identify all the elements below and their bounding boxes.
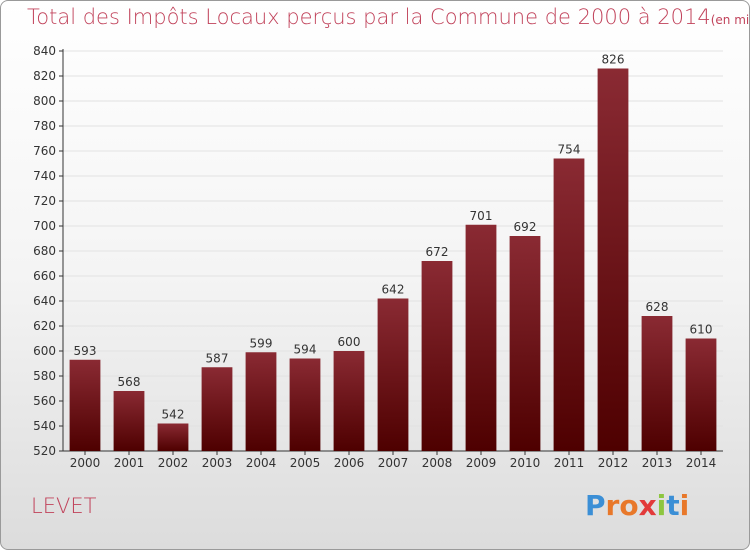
x-tick-label: 2001: [114, 456, 145, 470]
bar-2009: [465, 224, 497, 451]
bar-2008: [421, 261, 453, 451]
chart-title: Total des Impôts Locaux perçus par la Co…: [27, 5, 750, 29]
y-tick-label: 700: [33, 219, 56, 233]
bar-2012: [597, 68, 629, 451]
bars: [69, 68, 717, 451]
logo-letter: r: [605, 489, 620, 522]
proxiti-logo[interactable]: Proxiti: [585, 489, 689, 522]
y-tick-label: 820: [33, 69, 56, 83]
y-tick-label: 720: [33, 194, 56, 208]
value-label: 587: [206, 351, 229, 365]
value-label: 568: [118, 375, 141, 389]
bar-2003: [201, 367, 233, 451]
bar-2007: [377, 298, 409, 451]
commune-name: LEVET: [31, 494, 97, 518]
chart-unit: (en milliers d'€): [710, 13, 750, 27]
value-label: 599: [250, 336, 273, 350]
x-tick-label: 2011: [554, 456, 585, 470]
x-tick-label: 2014: [686, 456, 717, 470]
y-tick-label: 640: [33, 294, 56, 308]
bar-2000: [69, 359, 101, 451]
logo-letter: x: [638, 489, 657, 522]
x-tick-label: 2005: [290, 456, 321, 470]
value-labels: 593 568 542 587 599 594 600 642 672 701 692 754 826 6…: [74, 53, 713, 422]
y-tick-label: 740: [33, 169, 56, 183]
y-tick-label: 760: [33, 144, 56, 158]
value-label: 672: [426, 245, 449, 259]
y-tick-labels: 520 540 560 580 600 620 640 660 680 700 720 740 760 7…: [33, 44, 63, 458]
chart-title-text: Total des Impôts Locaux perçus par la Co…: [27, 5, 711, 29]
y-tick-label: 520: [33, 444, 56, 458]
y-tick-label: 620: [33, 319, 56, 333]
logo-letter: P: [585, 489, 606, 522]
bar-2006: [333, 351, 365, 451]
x-tick-label: 2008: [422, 456, 453, 470]
x-tick-labels: 2000 2001 2002 2003 2004 2005 2006 2007 2008 2009…: [70, 451, 717, 470]
x-tick-label: 2000: [70, 456, 101, 470]
y-tick-label: 540: [33, 419, 56, 433]
x-tick-label: 2003: [202, 456, 233, 470]
value-label: 701: [470, 209, 493, 223]
value-label: 692: [514, 220, 537, 234]
bar-2013: [641, 316, 673, 451]
y-tick-label: 580: [33, 369, 56, 383]
y-tick-label: 680: [33, 244, 56, 258]
x-tick-label: 2010: [510, 456, 541, 470]
bar-2001: [113, 391, 145, 451]
value-label: 610: [690, 323, 713, 337]
value-label: 754: [558, 143, 581, 157]
logo-letter: i: [656, 489, 667, 522]
value-label: 826: [602, 53, 625, 67]
bar-2004: [245, 352, 277, 451]
y-tick-label: 800: [33, 94, 56, 108]
value-label: 594: [294, 343, 317, 357]
bar-2005: [289, 358, 321, 451]
bar-2010: [509, 236, 541, 451]
logo-letter: o: [619, 489, 639, 522]
y-tick-label: 660: [33, 269, 56, 283]
logo-letter: t: [666, 489, 680, 522]
y-tick-label: 600: [33, 344, 56, 358]
y-tick-label: 560: [33, 394, 56, 408]
bar-2002: [157, 423, 189, 451]
x-tick-label: 2013: [642, 456, 673, 470]
x-tick-label: 2012: [598, 456, 629, 470]
bar-2014: [685, 338, 717, 451]
x-tick-label: 2002: [158, 456, 189, 470]
x-tick-label: 2004: [246, 456, 277, 470]
value-label: 628: [646, 300, 669, 314]
x-tick-label: 2007: [378, 456, 409, 470]
bar-2011: [553, 158, 585, 451]
logo-letter: i: [679, 489, 690, 522]
x-tick-label: 2009: [466, 456, 497, 470]
y-tick-label: 780: [33, 119, 56, 133]
value-label: 593: [74, 344, 97, 358]
x-tick-label: 2006: [334, 456, 365, 470]
value-label: 600: [338, 335, 361, 349]
value-label: 542: [162, 408, 185, 422]
y-tick-label: 840: [33, 44, 56, 58]
value-label: 642: [382, 283, 405, 297]
